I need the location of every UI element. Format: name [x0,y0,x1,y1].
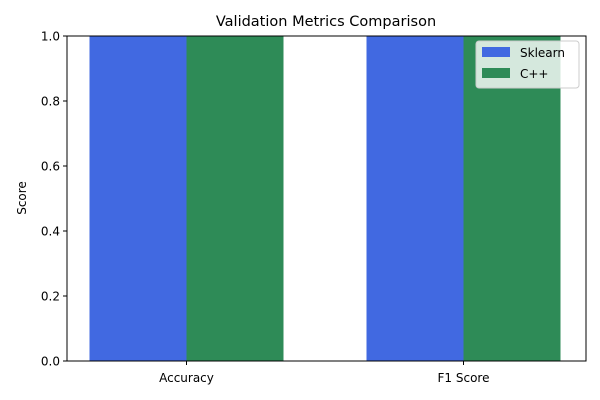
y-tick-label: 0.4 [41,225,60,239]
x-axis: Accuracy F1 Score [159,361,489,385]
y-tick-label: 0.0 [41,355,60,369]
bar-c-0 [186,36,284,361]
bar-sklearn-1 [366,36,464,361]
legend-swatch [482,47,510,57]
legend-swatch [482,68,510,78]
legend: Sklearn C++ [475,40,580,89]
bars-group [89,36,561,361]
x-tick-label: F1 Score [438,371,490,385]
y-tick-label: 0.2 [41,290,60,304]
chart-title: Validation Metrics Comparison [216,14,436,30]
y-axis-label: Score [15,181,29,215]
bar-c-1 [463,36,561,361]
y-axis: 0.0 0.2 0.4 0.6 0.8 1.0 [41,30,67,369]
plot-frame [66,35,587,362]
bar-sklearn-0 [89,36,187,361]
y-tick-label: 1.0 [41,30,60,44]
x-tick-label: Accuracy [159,371,214,385]
legend-label: Sklearn [520,46,565,60]
legend-label: C++ [520,67,549,81]
y-tick-label: 0.8 [41,95,60,109]
y-tick-label: 0.6 [41,160,60,174]
